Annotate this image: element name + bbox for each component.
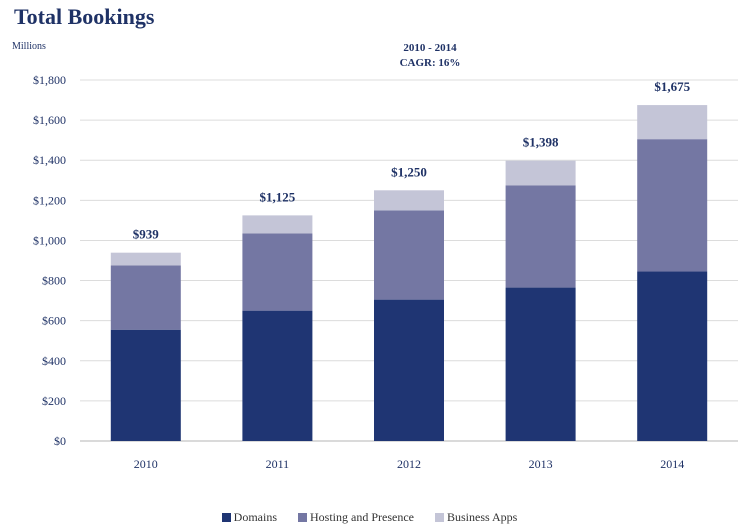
total-label: $1,398 <box>523 135 559 150</box>
legend-label-domains: Domains <box>233 510 277 524</box>
bar-segment <box>242 233 313 311</box>
x-tick-label: 2010 <box>134 457 158 471</box>
bar-segment <box>110 329 181 441</box>
x-tick-label: 2013 <box>529 457 553 471</box>
legend-item-hosting: Hosting and Presence <box>298 510 414 525</box>
bar-segment <box>637 105 708 140</box>
bar-segment <box>505 287 576 441</box>
bookings-chart: $0 $200 $400 $600 $800 $1,000 $1,200 $1,400 $1,6… <box>33 73 738 471</box>
y-tick-label: $0 <box>54 434 66 448</box>
legend-swatch-business-apps <box>434 513 444 522</box>
bar-segment <box>505 185 576 288</box>
total-label: $1,125 <box>260 189 296 204</box>
x-tick-label: 2014 <box>660 457 684 471</box>
legend: Domains Hosting and Presence Business Ap… <box>0 510 739 525</box>
unit-label: Millions <box>12 41 46 52</box>
legend-swatch-domains <box>221 513 231 522</box>
bar-segment <box>374 299 444 441</box>
x-tick-label: 2012 <box>397 457 421 471</box>
legend-item-domains: Domains <box>221 510 277 525</box>
bar-segment <box>637 139 708 272</box>
bar-segment <box>242 310 313 441</box>
y-tick-label: $1,600 <box>33 113 66 127</box>
legend-item-business-apps: Business Apps <box>434 510 518 525</box>
total-label: $939 <box>133 227 160 242</box>
total-label: $1,250 <box>391 164 427 179</box>
bar-segment <box>505 160 576 186</box>
y-tick-label: $600 <box>42 314 66 328</box>
bar-segment <box>637 271 708 441</box>
y-tick-label: $1,200 <box>33 193 66 207</box>
legend-swatch-hosting <box>298 513 307 522</box>
x-tick-label: 2011 <box>266 457 290 471</box>
bar-segment <box>110 252 181 266</box>
bar-segment <box>374 210 444 300</box>
cagr-value: CAGR: 16% <box>399 57 461 69</box>
chart-title: Total Bookings <box>14 4 155 29</box>
bar-segment <box>110 265 181 330</box>
cagr-annotation: 2010 - 2014 CAGR: 16% <box>350 41 510 71</box>
y-tick-label: $1,800 <box>33 73 66 87</box>
total-label: $1,675 <box>654 79 690 94</box>
y-tick-label: $1,000 <box>33 233 66 247</box>
y-tick-label: $800 <box>42 274 66 288</box>
y-tick-label: $1,400 <box>33 153 66 167</box>
cagr-period: 2010 - 2014 <box>403 42 457 54</box>
bar-segment <box>242 215 313 234</box>
legend-label-business-apps: Business Apps <box>446 510 518 524</box>
bar-segment <box>374 190 444 211</box>
legend-label-hosting: Hosting and Presence <box>310 510 414 524</box>
y-tick-label: $400 <box>42 354 66 368</box>
y-tick-label: $200 <box>42 394 66 408</box>
